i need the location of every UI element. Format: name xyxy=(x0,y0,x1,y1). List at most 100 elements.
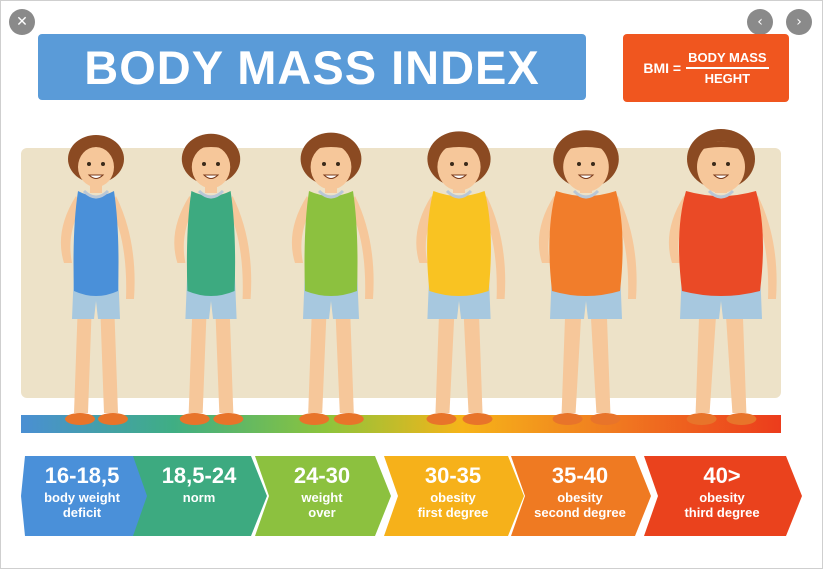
category-label: body weight xyxy=(44,490,120,505)
figure-6 xyxy=(668,129,777,425)
figure-smile xyxy=(87,174,105,179)
figure-leg xyxy=(463,301,483,413)
figure-collar xyxy=(445,189,473,199)
figure-leg xyxy=(561,301,582,413)
close-icon[interactable]: ✕ xyxy=(9,9,35,35)
figure-face xyxy=(78,147,114,187)
figure-eye xyxy=(322,162,326,166)
formula-fraction: BODY MASS HEGHT xyxy=(686,50,769,86)
figure-4 xyxy=(416,131,506,425)
figure-arm xyxy=(110,196,135,299)
figure-eye xyxy=(577,162,581,166)
figure-eye xyxy=(464,162,468,166)
figure-eye xyxy=(202,162,206,166)
figure-eye xyxy=(87,162,91,166)
figure-face xyxy=(697,141,745,193)
figure-arm xyxy=(612,196,637,299)
category-label: obesity xyxy=(557,490,603,505)
figure-leg xyxy=(215,301,234,413)
figure-bangs xyxy=(76,141,116,151)
figure-bangs xyxy=(308,141,354,151)
title-banner: BODY MASS INDEX xyxy=(38,34,586,100)
bmi-category-1: 16-18,5 body weight deficit xyxy=(21,456,151,536)
figure-arm xyxy=(480,196,506,299)
bmi-category-4: 30-35 obesity first degree xyxy=(384,456,524,536)
category-range: 18,5-24 xyxy=(161,463,237,488)
category-sublabel: third degree xyxy=(684,505,760,520)
page-title: BODY MASS INDEX xyxy=(84,40,540,94)
bmi-category-6: 40> obesity third degree xyxy=(644,456,802,536)
category-text: 16-18,5 body weight deficit xyxy=(21,462,143,520)
category-label: obesity xyxy=(430,490,476,505)
figure-bangs xyxy=(561,141,611,151)
category-sublabel: deficit xyxy=(62,505,102,520)
figure-bangs xyxy=(695,141,747,151)
figure-shoe xyxy=(213,413,244,425)
figure-shoe xyxy=(462,413,493,425)
chevron-left-icon[interactable]: ‹ xyxy=(747,9,773,35)
figure-shoe xyxy=(179,413,210,425)
figure-shoe xyxy=(590,413,621,425)
figure-leg xyxy=(695,301,717,413)
figure-3 xyxy=(291,132,374,425)
figure-collar xyxy=(707,189,735,199)
figure-face xyxy=(310,144,352,190)
figure-arm xyxy=(226,196,252,299)
figure-bangs xyxy=(189,141,233,151)
figure-eye xyxy=(450,162,454,166)
figure-5 xyxy=(538,130,637,425)
figure-eye xyxy=(336,162,340,166)
category-text: 24-30 weight over xyxy=(267,462,377,520)
category-arrow-shape xyxy=(255,456,391,536)
category-range: 16-18,5 xyxy=(44,463,120,488)
category-label: obesity xyxy=(699,490,745,505)
figure-face xyxy=(191,145,231,189)
figure-shoe xyxy=(299,413,330,425)
figure-bangs xyxy=(435,141,483,151)
figure-eye xyxy=(712,162,716,166)
category-text: 40> obesity third degree xyxy=(656,462,788,520)
figure-shoe xyxy=(426,413,457,425)
figure-arm xyxy=(349,196,374,299)
figure-leg xyxy=(590,301,611,413)
category-sublabel: first degree xyxy=(417,505,489,520)
figure-eye xyxy=(591,162,595,166)
figure-shirt xyxy=(679,191,763,296)
figure-eye xyxy=(101,162,105,166)
figure-shirt xyxy=(186,191,236,296)
figure-2 xyxy=(174,133,252,425)
category-sublabel: second degree xyxy=(534,505,626,520)
figure-shoe xyxy=(726,413,757,425)
figure-collar xyxy=(317,189,345,199)
figure-collar xyxy=(572,189,600,199)
figure-smile xyxy=(712,174,730,179)
bmi-formula: BMI = BODY MASS HEGHT xyxy=(623,34,789,102)
category-sublabel: over xyxy=(308,505,336,520)
formula-denominator: HEGHT xyxy=(704,71,751,86)
chevron-right-icon[interactable]: › xyxy=(786,9,812,35)
figure-leg xyxy=(100,301,118,413)
category-arrow-shape xyxy=(384,456,524,536)
category-range: 35-40 xyxy=(551,463,609,488)
figure-eye xyxy=(216,162,220,166)
figure-shoe xyxy=(65,413,95,425)
category-arrow-shape xyxy=(133,456,267,536)
figure-face xyxy=(437,143,481,191)
category-range: 30-35 xyxy=(424,463,482,488)
figure-eye xyxy=(726,162,730,166)
figure-leg xyxy=(725,301,747,413)
category-arrow-shape xyxy=(511,456,651,536)
category-text: 35-40 obesity second degree xyxy=(523,462,637,520)
figure-shirt xyxy=(73,191,119,296)
figure-leg xyxy=(435,301,455,413)
category-arrow-shape xyxy=(21,456,151,536)
figure-shoe xyxy=(333,413,364,425)
figure-shoe xyxy=(552,413,583,425)
figure-collar xyxy=(82,189,110,199)
figure-shirt xyxy=(304,191,358,296)
figure-leg xyxy=(335,301,354,413)
category-range: 40> xyxy=(703,463,741,488)
illustration-panel xyxy=(21,148,781,398)
figure-arm xyxy=(752,196,777,299)
